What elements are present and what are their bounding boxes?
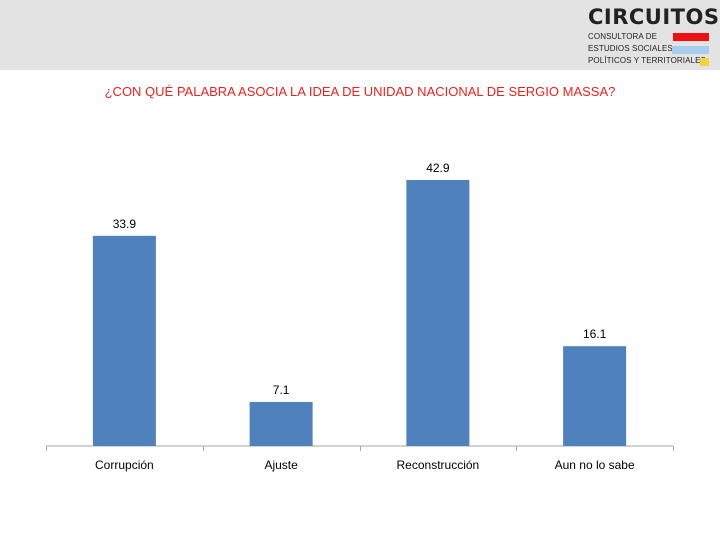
category-label: Aun no lo sabe: [555, 458, 635, 472]
logo-wordmark: CIRCUITOS: [588, 5, 720, 29]
header-band: [0, 0, 720, 70]
bar: [92, 235, 156, 446]
bar: [563, 346, 627, 446]
category-label: Reconstrucción: [397, 458, 480, 472]
data-label: 42.9: [426, 161, 450, 175]
data-label: 7.1: [273, 383, 290, 397]
bar: [406, 180, 470, 446]
logo-red-stripe: [673, 33, 709, 41]
category-label: Corrupción: [95, 458, 154, 472]
logo-blue-stripe: [672, 46, 709, 54]
data-label: 33.9: [113, 217, 137, 231]
logo-yellow-stripe: [700, 58, 709, 66]
chart-title: ¿CON QUÉ PALABRA ASOCIA LA IDEA DE UNIDA…: [104, 84, 616, 99]
logo-line-2: ESTUDIOS SOCIALES,: [588, 44, 676, 53]
circuitos-logo: CIRCUITOS CONSULTORA DE ESTUDIOS SOCIALE…: [588, 6, 719, 66]
data-label: 16.1: [583, 327, 607, 341]
category-label: Ajuste: [264, 458, 298, 472]
logo-line-1: CONSULTORA DE: [588, 32, 658, 41]
bar: [249, 401, 313, 446]
logo-line-3: POLÍTICOS Y TERRITORIALES: [588, 56, 706, 65]
